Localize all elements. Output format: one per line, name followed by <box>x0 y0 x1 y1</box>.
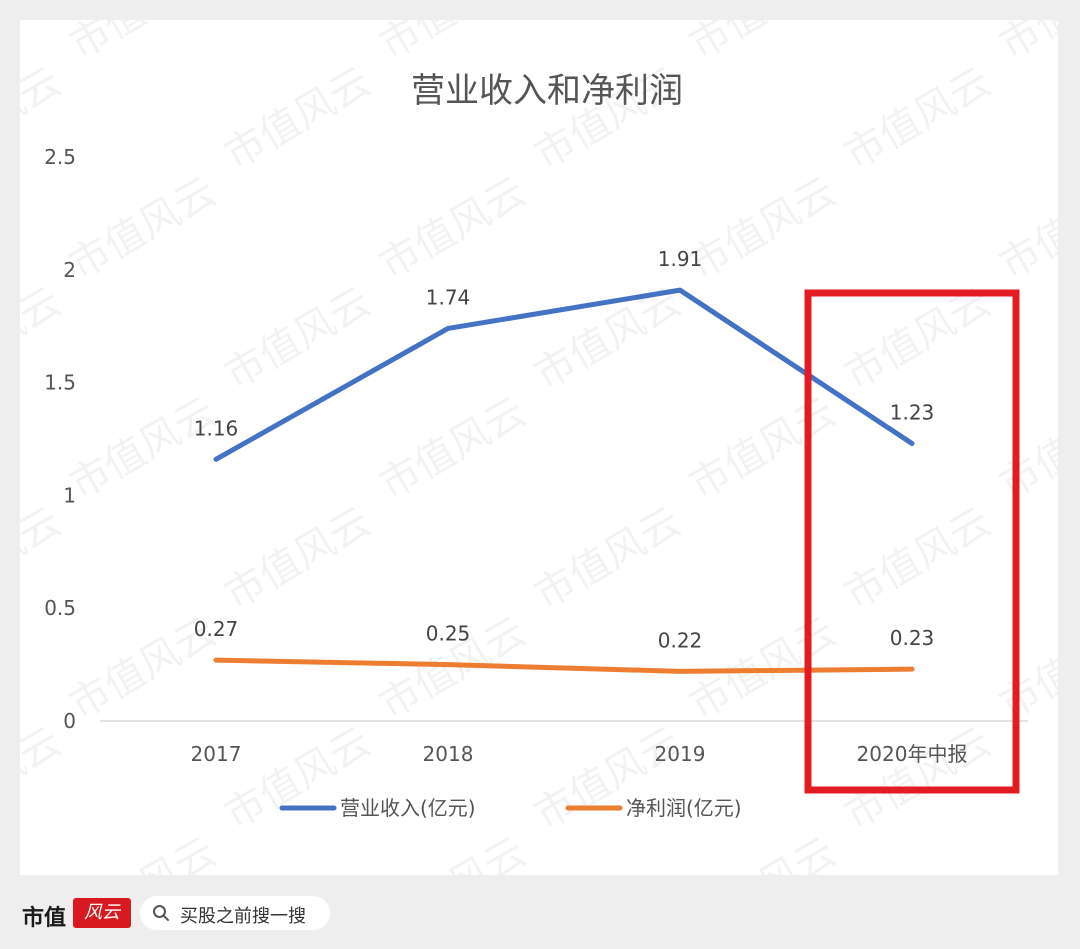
axis-layer: 0 0.5 1 1.5 2 2.5 2017 2018 2019 2020年中报 <box>44 145 1028 766</box>
data-label-s1-1: 0.25 <box>426 622 471 646</box>
data-label-layer: 1.16 1.74 1.91 1.23 0.27 0.25 0.22 0.23 <box>194 247 935 652</box>
brand-name: 市值 <box>22 906 67 931</box>
data-label-s0-1: 1.74 <box>426 285 471 309</box>
data-label-s0-0: 1.16 <box>194 416 239 440</box>
watermark-text-25: 市值风云 <box>992 169 1058 289</box>
x-tick-label-0: 2017 <box>191 742 242 766</box>
x-tick-label-1: 2018 <box>423 742 474 766</box>
watermark-text-36: 市值风云 <box>62 389 224 509</box>
watermark-text-44: 市值风云 <box>527 499 689 619</box>
highlight-box <box>804 289 1020 794</box>
data-label-s1-3: 0.23 <box>890 626 935 650</box>
search-icon <box>153 905 169 921</box>
y-tick-label-1: 0.5 <box>44 596 76 620</box>
watermark-text-10: 市值风云 <box>682 20 844 69</box>
watermark-text-9: 市值风云 <box>372 20 534 69</box>
watermark-text-64: 市值风云 <box>62 829 224 875</box>
series-layer <box>213 287 915 674</box>
watermark-text-56: 市值风云 <box>20 719 69 839</box>
watermark-text-66: 市值风云 <box>682 829 844 875</box>
watermark-text-15: 市值风云 <box>217 59 379 179</box>
watermark-text-53: 市值风云 <box>992 609 1058 729</box>
watermark-text-22: 市值风云 <box>62 169 224 289</box>
y-tick-label-3: 1.5 <box>44 371 76 395</box>
y-tick-label-0: 0 <box>63 709 76 733</box>
data-label-s0-3: 1.23 <box>890 401 935 425</box>
watermark-text-58: 市值风云 <box>527 719 689 839</box>
series-line-1 <box>213 657 915 674</box>
search-placeholder: 买股之前搜一搜 <box>180 906 306 927</box>
watermark-text-30: 市值风云 <box>527 279 689 399</box>
data-label-s1-2: 0.22 <box>658 628 703 652</box>
data-label-s0-2: 1.91 <box>658 247 703 271</box>
data-label-s1-0: 0.27 <box>194 617 239 641</box>
highlight-layer <box>804 289 1020 794</box>
watermark-text-65: 市值风云 <box>372 829 534 875</box>
series-line-0 <box>213 287 915 462</box>
watermark-text-38: 市值风云 <box>682 389 844 509</box>
watermark-text-59: 市值风云 <box>837 719 999 839</box>
y-tick-label-2: 1 <box>63 483 76 507</box>
watermark-text-67: 市值风云 <box>992 829 1058 875</box>
watermark-text-8: 市值风云 <box>62 20 224 69</box>
watermark-text-11: 市值风云 <box>992 20 1058 69</box>
legend-label-1: 净利润(亿元) <box>626 796 742 820</box>
watermark-text-17: 市值风云 <box>837 59 999 179</box>
y-tick-label-4: 2 <box>63 258 76 282</box>
x-tick-label-2: 2019 <box>655 742 706 766</box>
footer-bar: 市值 风云 买股之前搜一搜 <box>0 890 1080 940</box>
y-tick-label-5: 2.5 <box>44 145 76 169</box>
brand-logo-badge: 风云 <box>73 898 131 928</box>
watermark-text-24: 市值风云 <box>682 169 844 289</box>
chart-title: 营业收入和净利润 <box>411 71 683 111</box>
watermark-text-43: 市值风云 <box>217 499 379 619</box>
watermark-text-23: 市值风云 <box>372 169 534 289</box>
chart-card: 市值风云 市值风云 市值风云 市值风云 市值风云 市值风云 市值风云 市值风云 市值风云 市值风云… <box>20 20 1058 875</box>
watermark-text-37: 市值风云 <box>372 389 534 509</box>
search-box[interactable]: 买股之前搜一搜 <box>140 896 330 930</box>
watermark-text-31: 市值风云 <box>837 279 999 399</box>
watermark-text-57: 市值风云 <box>217 719 379 839</box>
legend-label-0: 营业收入(亿元) <box>340 796 476 820</box>
x-tick-label-3: 2020年中报 <box>857 742 968 766</box>
watermark-text-45: 市值风云 <box>837 499 999 619</box>
legend: 营业收入(亿元) 净利润(亿元) <box>279 796 742 820</box>
watermark-text-39: 市值风云 <box>992 389 1058 509</box>
